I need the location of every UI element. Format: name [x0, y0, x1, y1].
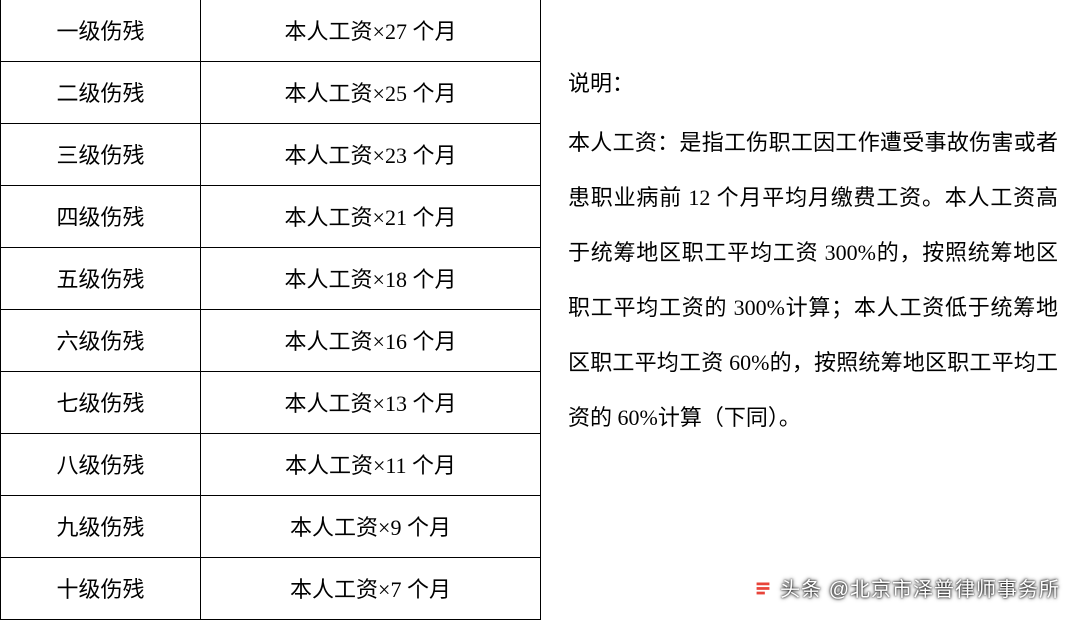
table-row: 五级伤残 本人工资×18 个月 — [1, 247, 541, 309]
cell-amount: 本人工资×7 个月 — [201, 557, 541, 619]
toutiao-icon — [752, 577, 774, 599]
cell-level: 一级伤残 — [1, 0, 201, 61]
table-row: 九级伤残 本人工资×9 个月 — [1, 495, 541, 557]
cell-amount: 本人工资×9 个月 — [201, 495, 541, 557]
table-row: 一级伤残 本人工资×27 个月 — [1, 0, 541, 61]
cell-level: 四级伤残 — [1, 185, 201, 247]
compensation-table: 一级伤残 本人工资×27 个月 二级伤残 本人工资×25 个月 三级伤残 本人工… — [0, 0, 541, 620]
table-row: 四级伤残 本人工资×21 个月 — [1, 185, 541, 247]
explanation-body: 本人工资：是指工伤职工因工作遭受事故伤害或者患职业病前 12 个月平均月缴费工资… — [568, 115, 1058, 445]
cell-level: 二级伤残 — [1, 61, 201, 123]
table-row: 八级伤残 本人工资×11 个月 — [1, 433, 541, 495]
table-row: 七级伤残 本人工资×13 个月 — [1, 371, 541, 433]
table-row: 十级伤残 本人工资×7 个月 — [1, 557, 541, 619]
cell-amount: 本人工资×21 个月 — [201, 185, 541, 247]
page-container: 一级伤残 本人工资×27 个月 二级伤残 本人工资×25 个月 三级伤残 本人工… — [0, 0, 1080, 620]
cell-level: 八级伤残 — [1, 433, 201, 495]
cell-amount: 本人工资×16 个月 — [201, 309, 541, 371]
cell-amount: 本人工资×11 个月 — [201, 433, 541, 495]
cell-amount: 本人工资×25 个月 — [201, 61, 541, 123]
cell-amount: 本人工资×18 个月 — [201, 247, 541, 309]
cell-level: 六级伤残 — [1, 309, 201, 371]
cell-amount: 本人工资×27 个月 — [201, 0, 541, 61]
table-row: 三级伤残 本人工资×23 个月 — [1, 123, 541, 185]
explanation-title: 说明： — [568, 56, 1058, 111]
cell-level: 十级伤残 — [1, 557, 201, 619]
cell-amount: 本人工资×23 个月 — [201, 123, 541, 185]
compensation-table-section: 一级伤残 本人工资×27 个月 二级伤残 本人工资×25 个月 三级伤残 本人工… — [0, 0, 540, 620]
cell-level: 五级伤残 — [1, 247, 201, 309]
cell-level: 九级伤残 — [1, 495, 201, 557]
cell-amount: 本人工资×13 个月 — [201, 371, 541, 433]
cell-level: 三级伤残 — [1, 123, 201, 185]
watermark-text: 头条 @北京市泽普律师事务所 — [780, 573, 1060, 602]
cell-level: 七级伤残 — [1, 371, 201, 433]
table-row: 六级伤残 本人工资×16 个月 — [1, 309, 541, 371]
watermark: 头条 @北京市泽普律师事务所 — [752, 573, 1060, 602]
explanation-section: 说明： 本人工资：是指工伤职工因工作遭受事故伤害或者患职业病前 12 个月平均月… — [540, 0, 1080, 620]
table-row: 二级伤残 本人工资×25 个月 — [1, 61, 541, 123]
table-body: 一级伤残 本人工资×27 个月 二级伤残 本人工资×25 个月 三级伤残 本人工… — [1, 0, 541, 620]
